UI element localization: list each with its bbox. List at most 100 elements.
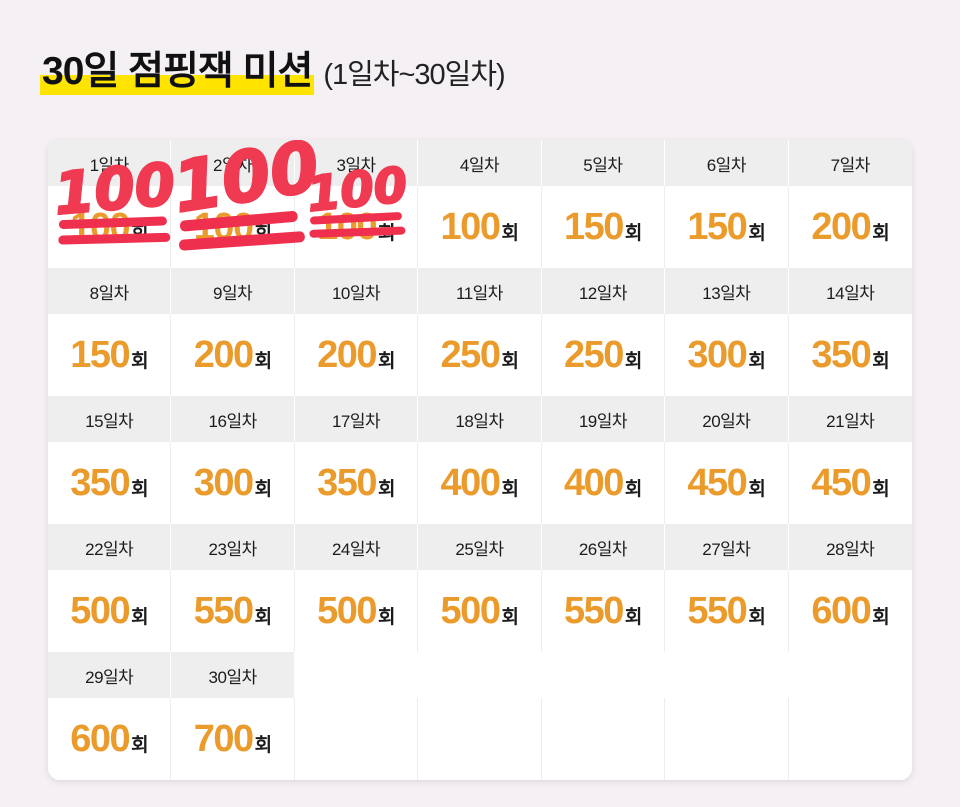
mission-count: 500 <box>317 590 377 632</box>
mission-cell[interactable]: 450 회 <box>788 442 912 524</box>
mission-cell[interactable]: 350 회 <box>48 442 172 524</box>
mission-count: 150 <box>687 206 747 248</box>
mission-count: 400 <box>440 462 501 504</box>
day-header-cell: 16일차 <box>171 396 295 442</box>
mission-cell[interactable]: 450 회 <box>665 442 789 524</box>
page-title-main: 30일 점핑잭 미션 <box>40 40 315 96</box>
mission-count: 600 <box>811 590 871 632</box>
mission-cell[interactable]: 150 회 <box>48 314 172 396</box>
mission-cell[interactable]: 350 회 <box>788 314 912 396</box>
mission-cell[interactable]: 150 회 <box>541 186 666 268</box>
mission-cell[interactable]: 100 회 100 <box>294 156 419 268</box>
mission-unit: 회 <box>624 351 642 372</box>
mission-value: 250 회 <box>564 336 642 374</box>
mission-cell[interactable]: 550 회 <box>541 570 666 652</box>
mission-count: 300 <box>193 462 254 504</box>
day-header-cell: 14일차 <box>788 268 912 314</box>
day-header-cell-empty <box>418 652 542 698</box>
mission-unit: 회 <box>254 351 272 372</box>
mission-cell[interactable]: 700 회 <box>171 698 295 780</box>
mission-cell[interactable]: 100 회 100 <box>48 149 179 268</box>
mission-count: 500 <box>70 590 130 632</box>
day-header-cell: 25일차 <box>418 524 542 570</box>
mission-cell-empty <box>418 698 542 780</box>
mission-value: 500 회 <box>441 592 519 630</box>
mission-count: 450 <box>811 462 871 504</box>
day-header-cell: 24일차 <box>294 524 419 570</box>
mission-cell[interactable]: 100 회 100 <box>167 140 326 268</box>
day-header-cell: 30일차 <box>171 652 295 698</box>
mission-count: 350 <box>70 462 130 504</box>
mission-cell[interactable]: 100 회 <box>418 186 542 268</box>
mission-value: 550 회 <box>194 592 272 630</box>
mission-value: 550 회 <box>687 592 765 630</box>
mission-cell[interactable]: 200 회 <box>171 314 295 396</box>
day-header-cell: 5일차 <box>541 140 666 186</box>
mission-value: 450 회 <box>811 464 889 502</box>
table-value-row: 500 회 550 회 500 회 500 회 550 회 550 회 600 회 <box>48 570 912 652</box>
mission-count: 150 <box>70 334 130 376</box>
mission-count: 600 <box>70 718 130 760</box>
mission-cell[interactable]: 400 회 <box>418 442 542 524</box>
day-header-cell: 26일차 <box>541 524 666 570</box>
mission-value: 400 회 <box>564 464 642 502</box>
mission-count: 100 <box>317 206 377 248</box>
mission-cell[interactable]: 500 회 <box>294 570 419 652</box>
mission-count: 550 <box>193 590 254 632</box>
day-header-cell: 28일차 <box>788 524 912 570</box>
mission-cell[interactable]: 300 회 <box>171 442 295 524</box>
mission-unit: 회 <box>131 607 149 628</box>
mission-value: 150 회 <box>70 336 148 374</box>
mission-value: 600 회 <box>811 592 889 630</box>
day-header-cell: 29일차 <box>48 652 172 698</box>
mission-cell[interactable]: 600 회 <box>48 698 172 780</box>
mission-unit: 회 <box>501 223 519 244</box>
table-header-row: 8일차 9일차 10일차 11일차 12일차 13일차 14일차 <box>48 268 912 314</box>
mission-unit: 회 <box>501 607 519 628</box>
day-header-cell: 1일차 <box>48 140 172 186</box>
mission-value: 450 회 <box>687 464 765 502</box>
day-header-cell: 20일차 <box>665 396 789 442</box>
mission-value: 100 회 <box>70 208 148 246</box>
mission-cell[interactable]: 550 회 <box>171 570 295 652</box>
mission-cell[interactable]: 150 회 <box>665 186 789 268</box>
day-header-cell: 3일차 <box>294 140 419 186</box>
mission-unit: 회 <box>872 607 890 628</box>
day-header-cell: 19일차 <box>541 396 666 442</box>
mission-value: 400 회 <box>441 464 519 502</box>
mission-cell[interactable]: 500 회 <box>418 570 542 652</box>
mission-value: 500 회 <box>317 592 395 630</box>
mission-cell[interactable]: 550 회 <box>665 570 789 652</box>
mission-count: 350 <box>317 462 377 504</box>
table-header-row: 1일차 2일차 3일차 4일차 5일차 6일차 7일차 <box>48 140 912 186</box>
mission-unit: 회 <box>131 735 149 756</box>
mission-value: 100 회 <box>441 208 519 246</box>
mission-cell[interactable]: 350 회 <box>294 442 419 524</box>
mission-cell[interactable]: 200 회 <box>788 186 912 268</box>
day-header-cell-empty <box>788 652 912 698</box>
day-header-cell: 22일차 <box>48 524 172 570</box>
mission-cell[interactable]: 250 회 <box>541 314 666 396</box>
mission-cell[interactable]: 500 회 <box>48 570 172 652</box>
mission-unit: 회 <box>748 223 766 244</box>
mission-value: 300 회 <box>687 336 765 374</box>
mission-unit: 회 <box>624 607 642 628</box>
day-header-cell: 13일차 <box>665 268 789 314</box>
mission-cell[interactable]: 200 회 <box>294 314 419 396</box>
day-header-cell-empty <box>294 652 419 698</box>
mission-cell-empty <box>294 698 419 780</box>
mission-cell[interactable]: 250 회 <box>418 314 542 396</box>
mission-count: 200 <box>193 334 254 376</box>
mission-cell[interactable]: 400 회 <box>541 442 666 524</box>
mission-cell-empty <box>665 698 789 780</box>
mission-cell[interactable]: 600 회 <box>788 570 912 652</box>
table-value-row: 100 회 100 100 회 100 100 회 100 100 회 150 회 150 회 200 회 <box>48 140 912 268</box>
mission-value: 250 회 <box>441 336 519 374</box>
mission-count: 550 <box>563 590 624 632</box>
mission-cell[interactable]: 300 회 <box>665 314 789 396</box>
mission-value: 350 회 <box>70 464 148 502</box>
mission-value: 200 회 <box>194 336 272 374</box>
mission-count: 150 <box>563 206 624 248</box>
mission-unit: 회 <box>254 479 272 500</box>
mission-unit: 회 <box>872 223 890 244</box>
